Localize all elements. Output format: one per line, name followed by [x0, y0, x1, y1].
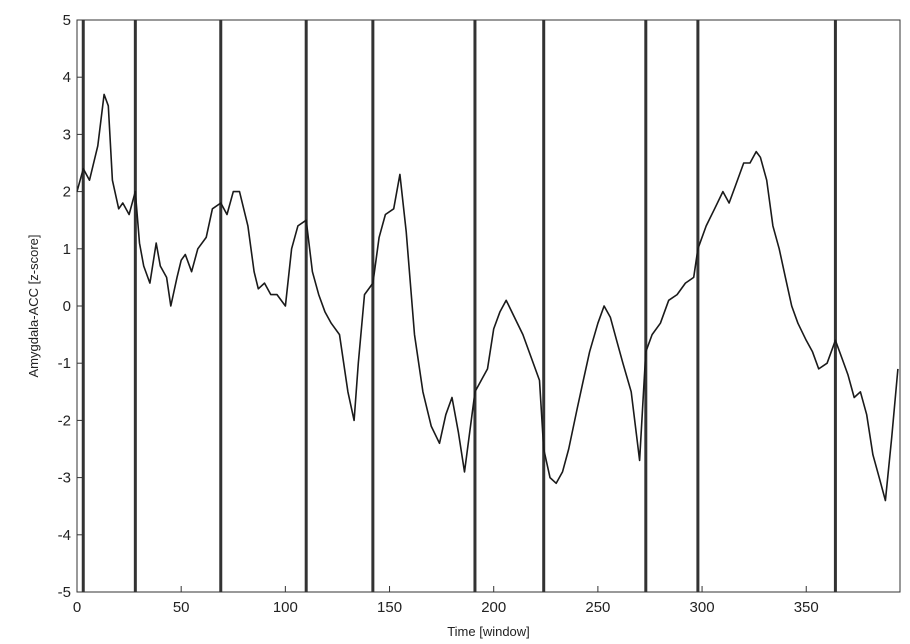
x-tick-label: 250 [585, 599, 610, 616]
x-tick-label: 350 [794, 599, 819, 616]
x-axis-label: Time [window] [447, 624, 530, 639]
vertical-markers [81, 20, 837, 592]
y-tick-label: -4 [58, 527, 71, 544]
y-tick-label: 4 [63, 69, 71, 86]
y-tick-label: 3 [63, 126, 71, 143]
y-tick-label: 2 [63, 184, 71, 201]
plot-frame [76, 19, 901, 593]
y-axis-ticks: -5 -4 -3 -2 -1 0 1 2 3 4 5 [58, 12, 83, 601]
x-tick-label: 300 [690, 599, 715, 616]
x-tick-label: 150 [377, 599, 402, 616]
x-axis-ticks: 0 50 100 150 200 250 300 350 [73, 586, 819, 616]
y-tick-label: 1 [63, 241, 71, 258]
y-tick-label: -2 [58, 412, 71, 429]
x-tick-label: 200 [481, 599, 506, 616]
y-tick-label: 5 [63, 12, 71, 29]
y-tick-label: -5 [58, 584, 71, 601]
series-line [76, 93, 899, 502]
y-axis-label: Amygdala-ACC [z-score] [26, 234, 41, 377]
y-tick-label: 0 [63, 298, 71, 315]
y-tick-label: -1 [58, 355, 71, 372]
y-tick-label: -3 [58, 470, 71, 487]
x-tick-label: 0 [73, 599, 81, 616]
x-tick-label: 50 [173, 599, 190, 616]
x-tick-label: 100 [273, 599, 298, 616]
